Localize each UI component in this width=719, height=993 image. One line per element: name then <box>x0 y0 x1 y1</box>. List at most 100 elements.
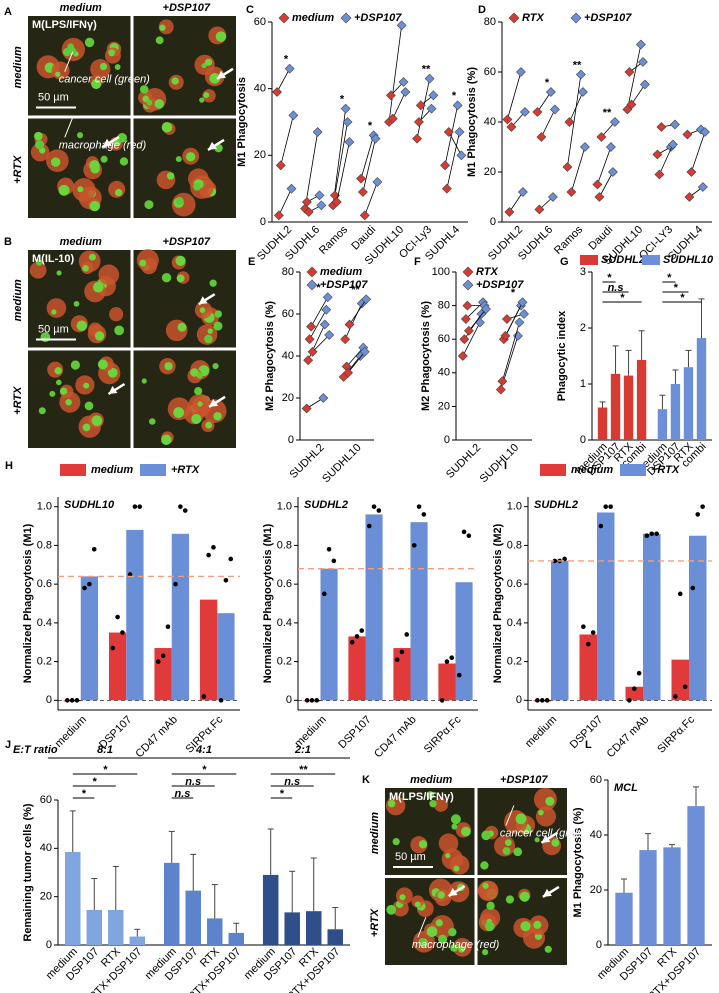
cancer-cell <box>450 814 461 825</box>
diamond-marker <box>413 117 424 127</box>
group-name: 8:1 <box>97 744 113 756</box>
annotation-pointer <box>505 805 515 826</box>
pair-line <box>346 347 364 367</box>
diamond-marker <box>314 190 325 201</box>
diamond-marker <box>652 149 663 160</box>
cancer-cell <box>82 423 91 432</box>
pair-line <box>569 91 584 123</box>
diamond-marker <box>508 12 520 24</box>
panel-letter: I <box>504 460 507 472</box>
bar <box>65 851 81 945</box>
panel-letter: D <box>478 4 486 16</box>
data-point <box>449 655 455 661</box>
cancer-cell <box>448 927 457 937</box>
bar <box>643 533 661 701</box>
legend-label: medium <box>91 464 133 476</box>
diamond-marker <box>475 317 485 328</box>
diamond-marker <box>609 117 620 127</box>
cancer-cell <box>513 847 523 857</box>
cancer-cell <box>114 64 121 70</box>
data-point <box>416 504 422 509</box>
legend-label: RTX <box>522 12 544 24</box>
x-tick-label: SUDHL10 <box>320 442 364 486</box>
cancer-cell <box>173 407 185 419</box>
pair-line <box>507 71 522 120</box>
cancer-cell <box>161 434 172 446</box>
data-point <box>562 556 567 562</box>
diamond-marker <box>415 100 426 111</box>
macrophage <box>535 806 557 827</box>
cancer-cell <box>171 77 179 85</box>
y-axis-label: Remaining tumor cells (%) <box>22 803 34 941</box>
diamond-marker <box>441 183 452 194</box>
significance: n.s <box>284 776 300 788</box>
y-tick-label: 0 <box>286 694 292 706</box>
diamond-marker <box>319 319 330 330</box>
y-axis-label: Phagocytic index <box>556 310 568 401</box>
legend-swatch <box>580 255 598 265</box>
pair-line <box>571 146 586 193</box>
diamond-marker <box>400 87 411 97</box>
pair-line <box>659 144 674 175</box>
x-tick-label: medium <box>53 714 89 750</box>
diamond-marker <box>344 137 355 147</box>
y-tick-label: 60 <box>282 308 294 320</box>
legend-label: medium <box>320 266 362 278</box>
arrow-head <box>217 70 227 79</box>
cancer-cell <box>117 133 127 143</box>
bar <box>657 409 668 440</box>
data-point <box>91 546 97 552</box>
data-point <box>608 504 613 509</box>
cancer-cell <box>49 390 56 397</box>
diamond-marker <box>286 183 297 194</box>
data-point <box>544 698 550 703</box>
diamond-marker <box>398 77 409 87</box>
cancer-cell <box>205 421 213 429</box>
bar <box>171 533 190 701</box>
pair-line <box>537 91 552 113</box>
y-tick-label: 1.0 <box>507 501 522 513</box>
cancer-cell <box>387 799 396 808</box>
data-point <box>82 585 87 591</box>
diamond-marker <box>273 210 284 221</box>
cancer-cell <box>193 182 201 191</box>
diamond-marker <box>370 133 381 144</box>
bar <box>207 918 223 945</box>
bar <box>262 874 279 945</box>
x-tick-label: SIRPα.Fc <box>422 713 464 755</box>
data-point <box>394 657 400 662</box>
annotation: cancer cell (green) <box>500 827 591 839</box>
cancer-cell <box>194 387 203 396</box>
diamond-marker <box>312 127 323 137</box>
panel-letter: K <box>362 774 370 786</box>
significance: ** <box>422 64 431 76</box>
diamond-marker <box>635 39 646 50</box>
significance: * <box>81 788 86 800</box>
cancer-cell <box>418 840 428 849</box>
pair-line <box>360 135 375 179</box>
bar <box>163 862 180 945</box>
y-tick-label: 0.2 <box>507 655 522 667</box>
pair-line <box>509 191 524 213</box>
arrow-head <box>207 141 217 150</box>
x-tick-label: medium <box>523 714 559 750</box>
data-point <box>590 630 596 635</box>
panel-letter: L <box>585 739 592 751</box>
y-tick-label: 0.8 <box>507 539 522 551</box>
significance: * <box>680 292 685 304</box>
y-tick-label: 20 <box>484 166 496 178</box>
diamond-marker <box>457 351 468 361</box>
legend-label: RTX <box>476 266 498 278</box>
y-tick-label: 40 <box>254 83 266 95</box>
cancer-cell <box>141 378 147 384</box>
bar <box>305 911 322 945</box>
diamond-marker <box>452 100 463 111</box>
diamond-marker <box>301 197 312 207</box>
column-header: medium <box>60 236 102 248</box>
data-point <box>331 558 337 564</box>
diamond-marker <box>356 173 366 184</box>
cancer-cell <box>88 253 96 261</box>
data-point <box>349 639 355 645</box>
significance: * <box>511 287 516 299</box>
diamond-marker <box>343 367 354 378</box>
